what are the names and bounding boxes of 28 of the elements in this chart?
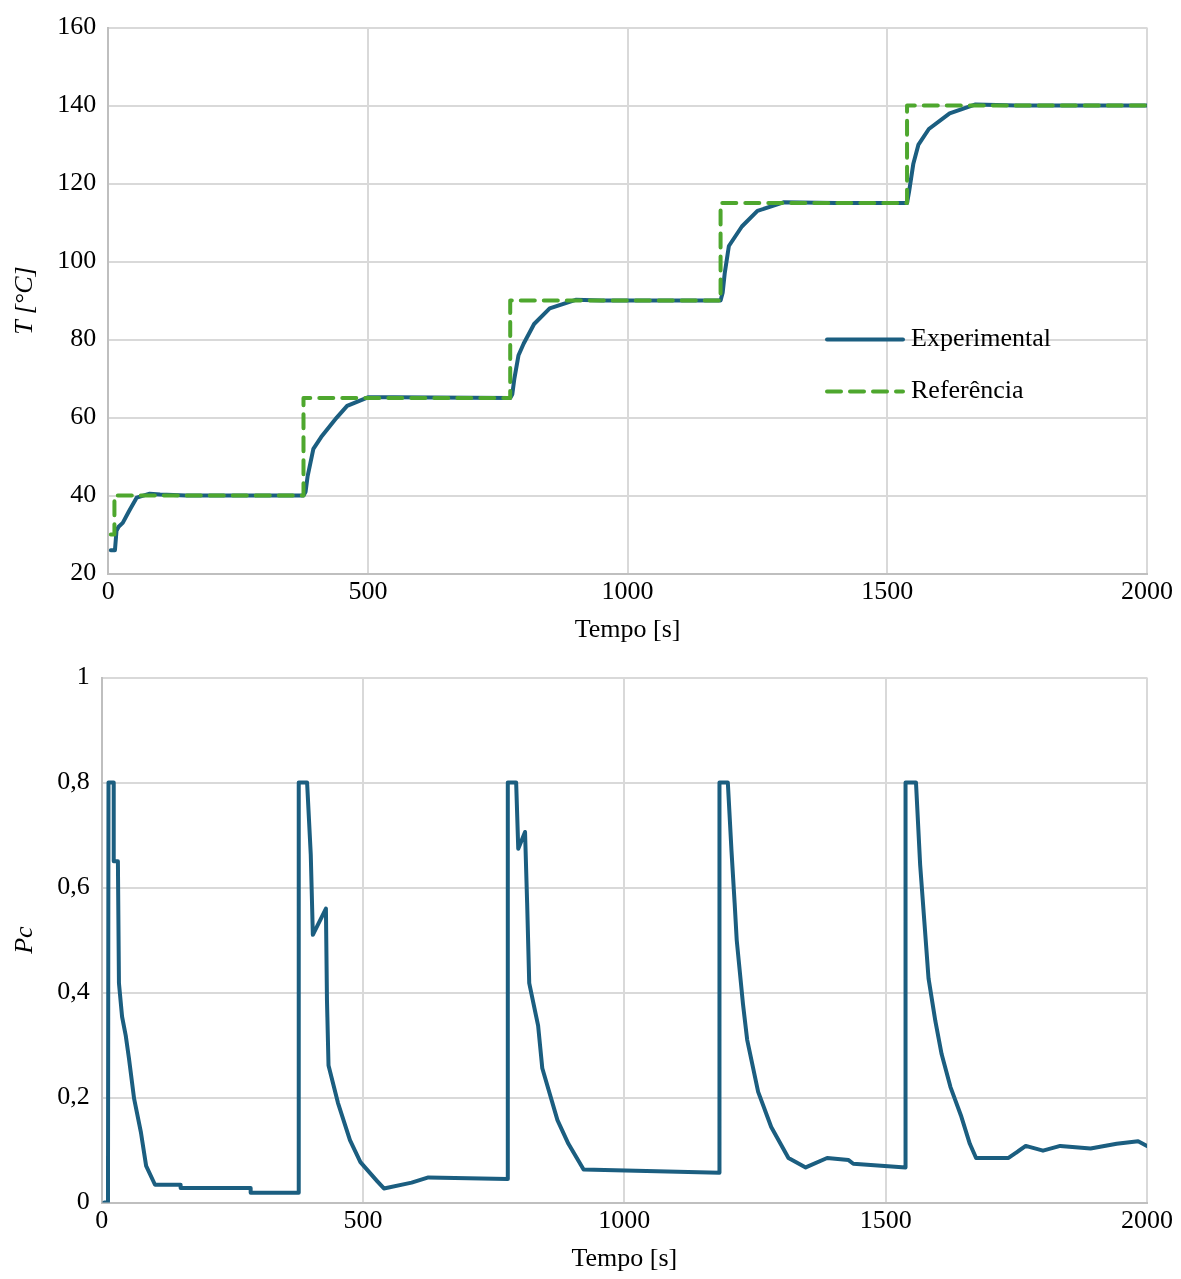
- y-tick-label: 120: [57, 167, 97, 197]
- x-tick-label: 500: [343, 1205, 383, 1235]
- x-tick-label: 500: [348, 576, 388, 606]
- y-tick-label: 20: [70, 557, 97, 587]
- y-tick-label: 80: [70, 323, 97, 353]
- y-tick-label: 1: [76, 661, 90, 691]
- legend-label: Referência: [911, 375, 1025, 405]
- y-axis-title: Pc: [9, 925, 39, 955]
- y-tick-label: 0: [76, 1186, 90, 1216]
- y-tick-label: 40: [70, 479, 97, 509]
- x-axis-title: Tempo [s]: [571, 1243, 678, 1273]
- x-tick-label: 1500: [861, 576, 914, 606]
- y-tick-label: 0,6: [57, 871, 90, 901]
- x-axis-title: Tempo [s]: [574, 614, 681, 644]
- legend-label: Experimental: [911, 323, 1052, 353]
- y-tick-label: 60: [70, 401, 97, 431]
- y-tick-label: 0,2: [57, 1081, 90, 1111]
- x-tick-label: 1000: [598, 1205, 651, 1235]
- x-tick-label: 2000: [1121, 1205, 1173, 1235]
- y-tick-label: 0,4: [57, 976, 90, 1006]
- y-axis-title: T [°C]: [9, 266, 39, 335]
- x-tick-label: 1500: [859, 1205, 912, 1235]
- x-tick-label: 2000: [1121, 576, 1173, 606]
- y-tick-label: 160: [57, 11, 97, 41]
- y-tick-label: 0,8: [57, 766, 90, 796]
- y-tick-label: 140: [57, 89, 97, 119]
- y-tick-label: 100: [57, 245, 97, 275]
- x-tick-label: 1000: [601, 576, 654, 606]
